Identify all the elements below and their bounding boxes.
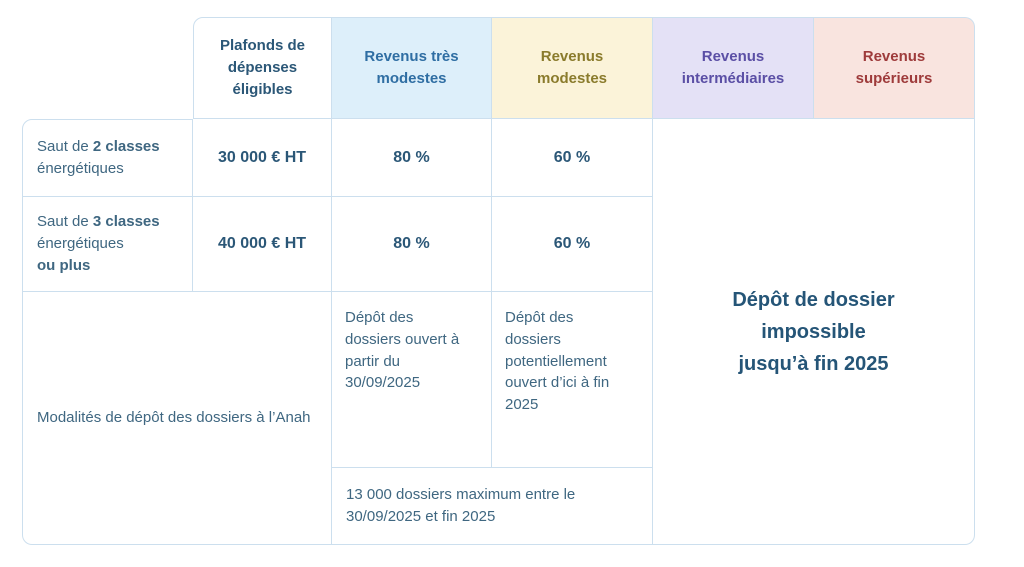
quota-dossiers-text: 13 000 dossiers maximum entre le 30/09/2… xyxy=(346,486,576,525)
header-revenus-superieurs-label: Revenus supérieurs xyxy=(855,48,933,87)
header-revenus-tres-modestes-label: Revenus très modestes xyxy=(364,48,459,87)
depot-modestes-text: Dépôt des dossiers potentiellement ouver… xyxy=(505,309,610,413)
modalites-depot-label: Modalités de dépôt des dossiers à l’Anah xyxy=(37,409,311,427)
pct-modestes-saut-2-value: 60 % xyxy=(553,148,591,166)
header-revenus-intermediaires-label: Revenus intermédiaires xyxy=(681,48,785,87)
pct-tres-modestes-saut-3-cell: 80 % xyxy=(332,197,492,292)
corner-spacer xyxy=(22,17,193,119)
saut-2-bold: 2 classes xyxy=(92,138,160,156)
header-revenus-tres-modestes-cell: Revenus très modestes xyxy=(332,17,492,119)
saut-2-classes-line2: énergétiques xyxy=(37,160,124,177)
depot-tres-modestes-cell: Dépôt des dossiers ouvert à partir du 30… xyxy=(332,292,492,468)
pct-tres-modestes-saut-2-cell: 80 % xyxy=(332,119,492,197)
aid-table: Plafonds de dépenses éligibles Revenus t… xyxy=(22,17,975,545)
saut-3-classes-line3: ou plus xyxy=(37,255,90,277)
depot-impossible-cell: Dépôt de dossier impossible jusqu’à fin … xyxy=(653,119,975,545)
pct-modestes-saut-3-value: 60 % xyxy=(553,235,591,253)
plafond-saut-3-value: 40 000 € HT xyxy=(217,235,307,253)
plafond-saut-3-cell: 40 000 € HT xyxy=(193,197,332,292)
header-revenus-modestes-cell: Revenus modestes xyxy=(492,17,653,119)
modalites-depot-label-cell: Modalités de dépôt des dossiers à l’Anah xyxy=(22,292,332,545)
plafond-saut-2-value: 30 000 € HT xyxy=(217,148,307,166)
pct-tres-modestes-saut-3-value: 80 % xyxy=(393,235,430,253)
header-plafonds-label: Plafonds de dépenses éligibles xyxy=(219,37,305,98)
depot-modestes-cell: Dépôt des dossiers potentiellement ouver… xyxy=(492,292,653,468)
saut-3-bold: 3 classes xyxy=(92,213,160,231)
saut-3-prefix: Saut de xyxy=(37,213,89,231)
depot-tres-modestes-text: Dépôt des dossiers ouvert à partir du 30… xyxy=(345,309,460,392)
row-saut-2-classes-label-cell: Saut de 2 classes énergétiques xyxy=(22,119,193,197)
pct-modestes-saut-3-cell: 60 % xyxy=(492,197,653,292)
saut-3-classes-line2: énergétiques xyxy=(37,235,124,253)
row-saut-3-classes-label-cell: Saut de 3 classes énergétiques ou plus xyxy=(22,197,193,292)
saut-2-classes-line1: Saut de 2 classes xyxy=(37,136,160,158)
header-revenus-intermediaires-cell: Revenus intermédiaires xyxy=(653,17,814,119)
quota-dossiers-cell: 13 000 dossiers maximum entre le 30/09/2… xyxy=(332,468,653,545)
header-revenus-modestes-label: Revenus modestes xyxy=(536,48,608,87)
pct-tres-modestes-saut-2-value: 80 % xyxy=(393,148,430,166)
depot-impossible-line2: impossible xyxy=(761,320,866,343)
header-plafonds-cell: Plafonds de dépenses éligibles xyxy=(193,17,332,119)
saut-2-prefix: Saut de xyxy=(37,138,89,156)
header-revenus-superieurs-cell: Revenus supérieurs xyxy=(814,17,975,119)
plafond-saut-2-cell: 30 000 € HT xyxy=(193,119,332,197)
pct-modestes-saut-2-cell: 60 % xyxy=(492,119,653,197)
saut-3-bold2: ou plus xyxy=(37,256,91,274)
depot-impossible-line3: jusqu’à fin 2025 xyxy=(738,352,889,375)
depot-impossible-line1: Dépôt de dossier xyxy=(732,288,895,311)
saut-3-classes-line1: Saut de 3 classes xyxy=(37,211,160,233)
